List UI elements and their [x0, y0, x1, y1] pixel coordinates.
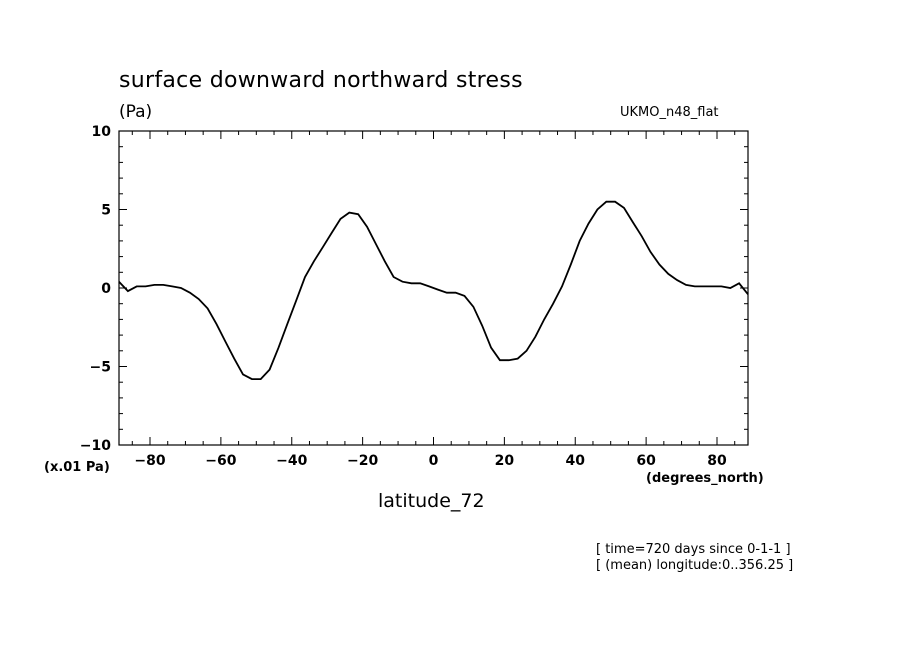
x-axis-label: latitude_72	[378, 490, 485, 512]
x-tick-label: −40	[276, 453, 307, 469]
y-tick-label: 0	[101, 281, 111, 297]
y-tick-label: −10	[80, 438, 111, 454]
y-tick-label: 5	[101, 203, 111, 219]
y-tick-label: −5	[90, 360, 111, 376]
longitude-note: [ (mean) longitude:0..356.25 ]	[596, 558, 794, 573]
x-tick-label: 80	[707, 453, 727, 469]
x-tick-label: 40	[566, 453, 586, 469]
units-label: (Pa)	[119, 102, 153, 122]
x-tick-label: 0	[429, 453, 439, 469]
tick-labels: −80 −60 −40 −20 0 20 40 60 80 −10 −5 0 5 10	[80, 124, 727, 469]
y-tick-label: 10	[92, 124, 112, 140]
x-tick-label: 60	[636, 453, 656, 469]
x-tick-label: 20	[495, 453, 515, 469]
axis-ticks	[119, 130, 748, 446]
x-units-label: (degrees_north)	[646, 471, 764, 486]
time-note: [ time=720 days since 0-1-1 ]	[596, 542, 791, 557]
model-label: UKMO_n48_flat	[620, 105, 719, 120]
x-tick-label: −20	[347, 453, 378, 469]
series-line	[118, 200, 749, 380]
chart-title: surface downward northward stress	[119, 68, 523, 93]
x-tick-label: −80	[134, 453, 165, 469]
x-tick-label: −60	[205, 453, 236, 469]
y-scale-label: (x.01 Pa)	[44, 460, 110, 475]
